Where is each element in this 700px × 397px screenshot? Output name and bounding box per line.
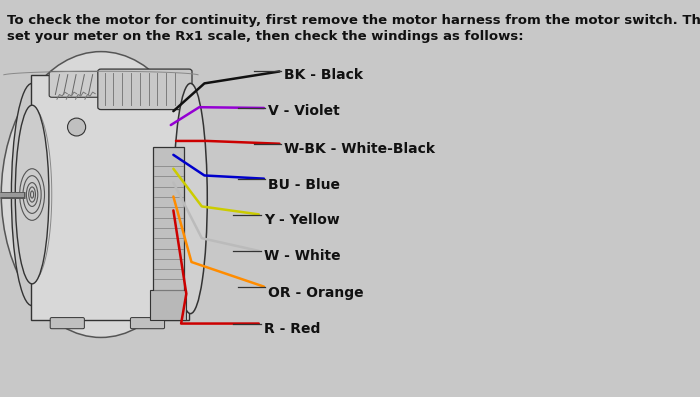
Text: V - Violet: V - Violet bbox=[268, 104, 340, 118]
FancyBboxPatch shape bbox=[31, 75, 189, 320]
FancyBboxPatch shape bbox=[150, 290, 186, 320]
Ellipse shape bbox=[174, 83, 207, 314]
Ellipse shape bbox=[1, 52, 200, 337]
Text: BU - Blue: BU - Blue bbox=[268, 177, 340, 192]
FancyBboxPatch shape bbox=[153, 147, 183, 294]
Text: Y - Yellow: Y - Yellow bbox=[264, 213, 340, 227]
Ellipse shape bbox=[67, 118, 85, 136]
Text: OR - Orange: OR - Orange bbox=[268, 286, 364, 300]
Text: W - White: W - White bbox=[264, 249, 341, 263]
FancyBboxPatch shape bbox=[130, 318, 164, 329]
Text: R - Red: R - Red bbox=[264, 322, 321, 336]
Ellipse shape bbox=[15, 105, 49, 284]
FancyBboxPatch shape bbox=[98, 69, 192, 110]
Text: To check the motor for continuity, first remove the motor harness from the motor: To check the motor for continuity, first… bbox=[7, 14, 700, 27]
Text: BK - Black: BK - Black bbox=[284, 68, 363, 83]
FancyBboxPatch shape bbox=[49, 71, 104, 97]
Text: W-BK - White-Black: W-BK - White-Black bbox=[284, 142, 435, 156]
Text: set your meter on the Rx1 scale, then check the windings as follows:: set your meter on the Rx1 scale, then ch… bbox=[7, 30, 524, 43]
Ellipse shape bbox=[11, 83, 52, 306]
FancyBboxPatch shape bbox=[50, 318, 85, 329]
